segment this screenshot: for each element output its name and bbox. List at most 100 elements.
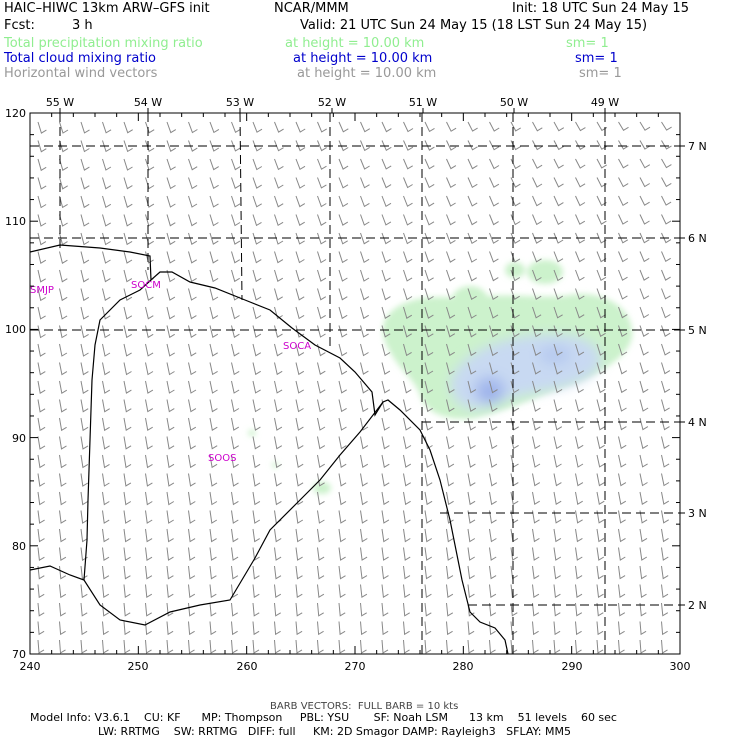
wind-barb bbox=[446, 547, 454, 561]
wind-barb bbox=[123, 325, 132, 339]
wind-barb bbox=[424, 140, 435, 151]
wind-barb bbox=[102, 399, 110, 413]
wind-barb bbox=[661, 584, 669, 599]
wind-barb bbox=[59, 343, 68, 357]
wind-barb bbox=[145, 454, 153, 469]
wind-barb bbox=[639, 473, 648, 487]
wind-barb bbox=[661, 362, 671, 375]
wind-barb bbox=[510, 491, 519, 506]
wind-barb bbox=[661, 621, 668, 636]
wind-barb bbox=[553, 195, 564, 207]
wind-barb bbox=[231, 121, 241, 134]
wind-barb bbox=[166, 584, 174, 599]
wind-barb bbox=[166, 140, 176, 152]
wind-barb bbox=[317, 269, 327, 282]
wind-barb bbox=[80, 362, 89, 376]
wind-barb bbox=[639, 621, 647, 636]
wind-barb bbox=[489, 121, 500, 132]
wind-barb bbox=[37, 584, 45, 599]
wind-barb bbox=[102, 362, 111, 376]
wind-barb bbox=[532, 306, 542, 319]
wind-barb bbox=[80, 140, 90, 153]
wind-barb bbox=[317, 417, 326, 431]
lat-4n: 4 N bbox=[688, 416, 707, 429]
wind-barb bbox=[553, 306, 563, 319]
wind-barb bbox=[424, 325, 434, 338]
wind-barb bbox=[403, 436, 412, 450]
wind-barb bbox=[639, 232, 650, 244]
wind-barb bbox=[489, 399, 498, 412]
wind-barb bbox=[166, 399, 175, 413]
wind-barb bbox=[639, 565, 647, 580]
wind-barb bbox=[80, 177, 90, 190]
wind-barb bbox=[209, 214, 219, 227]
wind-barb bbox=[252, 325, 262, 338]
wind-barb bbox=[338, 639, 346, 654]
wind-barb bbox=[532, 214, 542, 226]
wind-barb bbox=[317, 214, 327, 226]
wind-barb bbox=[532, 510, 540, 524]
wind-barb bbox=[532, 288, 542, 300]
wind-barb bbox=[37, 343, 46, 357]
wind-barb bbox=[467, 454, 476, 468]
wind-barb bbox=[37, 491, 45, 506]
wind-barb bbox=[532, 547, 540, 561]
wind-barb bbox=[231, 232, 241, 245]
wind-barb bbox=[166, 602, 174, 617]
wind-barb bbox=[145, 362, 154, 376]
wind-barb bbox=[295, 399, 304, 413]
wind-barb bbox=[510, 251, 521, 263]
wind-barb bbox=[252, 121, 263, 133]
wind-barb bbox=[381, 325, 391, 338]
station-soos: SOOS bbox=[208, 453, 236, 464]
wind-barb bbox=[166, 343, 175, 357]
wind-barb bbox=[338, 454, 347, 469]
wind-barb bbox=[274, 547, 282, 561]
wind-barb bbox=[553, 417, 563, 431]
wind-barb bbox=[252, 362, 261, 376]
wind-barb bbox=[59, 547, 67, 562]
wind-barb bbox=[188, 565, 196, 580]
wind-barb bbox=[618, 251, 628, 263]
wind-barb bbox=[360, 602, 367, 617]
wind-barb bbox=[403, 214, 413, 226]
wind-barb bbox=[467, 491, 476, 506]
wind-barb bbox=[145, 417, 153, 432]
wind-barb bbox=[59, 473, 67, 487]
wind-barb bbox=[338, 325, 348, 338]
wind-barb bbox=[575, 473, 584, 487]
wind-barb bbox=[639, 454, 648, 468]
wind-barb bbox=[295, 306, 305, 320]
wind-barb bbox=[317, 436, 326, 450]
wind-barbs bbox=[37, 121, 672, 654]
wind-barb bbox=[639, 269, 650, 281]
wind-barb bbox=[338, 602, 346, 617]
wind-barb bbox=[80, 158, 90, 171]
wind-barb bbox=[209, 343, 218, 357]
wind-barb bbox=[596, 436, 605, 450]
wind-barb bbox=[360, 621, 367, 636]
wind-barb bbox=[274, 454, 282, 469]
wind-barb bbox=[639, 639, 647, 654]
wind-barb bbox=[381, 639, 389, 654]
wind-barb bbox=[80, 269, 90, 283]
wind-barb bbox=[661, 436, 670, 449]
wind-barb bbox=[510, 380, 520, 394]
wind-barb bbox=[37, 454, 46, 469]
wind-barb bbox=[231, 621, 238, 636]
wind-barb bbox=[446, 195, 456, 207]
wind-barb bbox=[532, 380, 541, 394]
wind-barb bbox=[295, 343, 305, 357]
wind-barb bbox=[37, 436, 46, 450]
wind-barb bbox=[489, 528, 497, 543]
wind-barb bbox=[532, 417, 541, 431]
wind-barb bbox=[403, 177, 413, 189]
wind-barb bbox=[59, 362, 68, 376]
lon-50w: 50 W bbox=[500, 96, 528, 109]
wind-barb bbox=[80, 621, 88, 636]
wind-barb bbox=[145, 528, 153, 543]
wind-barb bbox=[510, 399, 520, 412]
wind-barb bbox=[102, 306, 111, 320]
wind-barb bbox=[123, 195, 133, 208]
wind-barb bbox=[360, 510, 368, 524]
